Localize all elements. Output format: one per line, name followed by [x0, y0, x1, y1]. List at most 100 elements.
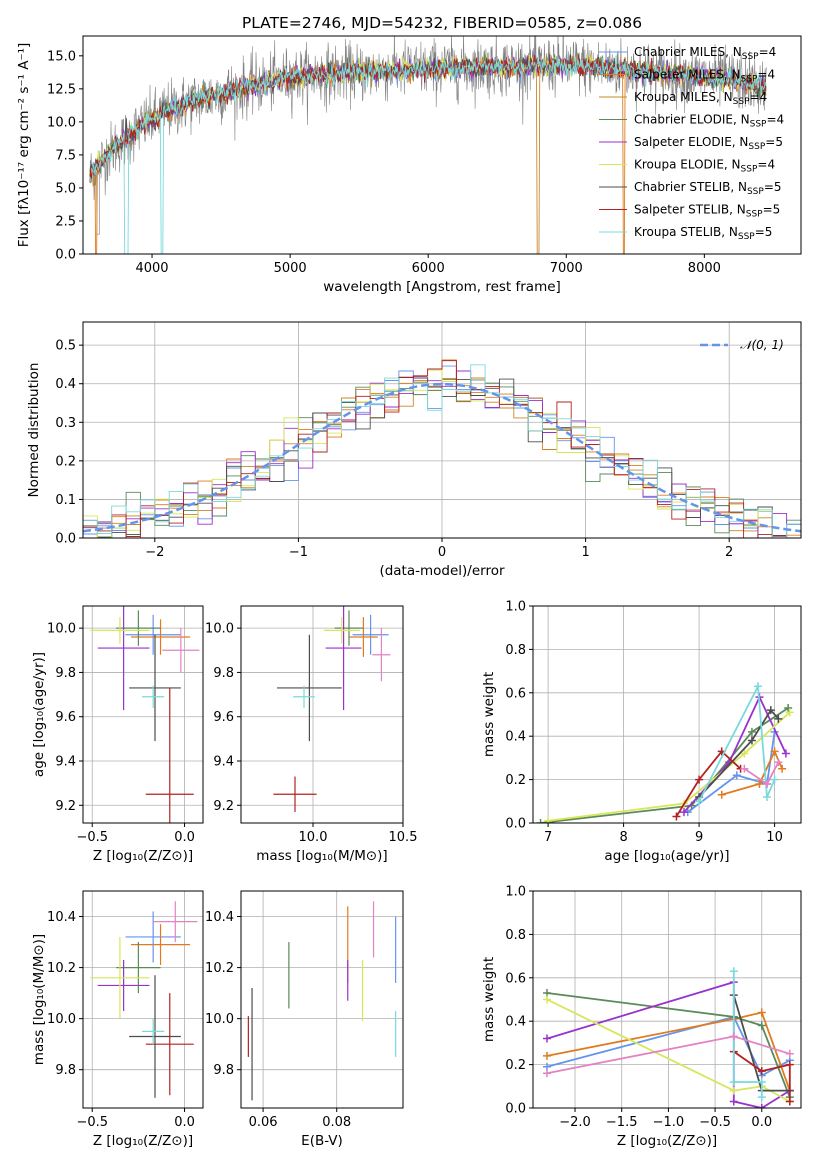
spectrum-panel: 4000 5000 6000 7000 8000 0.0 2.5 5.0 7.5 10.0 12.5… [16, 14, 802, 295]
data-point-marker [729, 1032, 738, 1041]
legend-label: Kroupa STELIB, NSSP=5 [634, 225, 772, 242]
x-tick-label: −1 [289, 545, 308, 560]
y-axis-label: mass [log₁₀(M/M⊙)] [31, 934, 47, 1065]
data-point-marker [774, 714, 783, 723]
x-axis-label: Z [log₁₀(Z/Z⊙)] [93, 1133, 193, 1149]
x-axis-label: age [log₁₀(age/yr)] [604, 848, 729, 864]
legend-label: Kroupa ELODIE, NSSP=4 [634, 158, 775, 175]
x-tick-label: −2.0 [559, 1115, 591, 1130]
data-point-marker [543, 995, 552, 1004]
weight-line [546, 998, 791, 1103]
x-axis-label: mass [log₁₀(M/M⊙)] [256, 848, 387, 864]
x-tick-label: 0.0 [751, 1115, 772, 1130]
data-point-marker [770, 747, 779, 756]
y-tick-label: 0.0 [55, 248, 76, 263]
error-bars [90, 606, 200, 823]
data-point-marker [729, 1086, 738, 1095]
y-tick-label: 10.4 [205, 910, 234, 925]
data-point-marker [543, 1069, 552, 1078]
x-tick-label: 5000 [274, 261, 307, 276]
y-tick-label: 1.0 [505, 600, 526, 615]
x-tick-label: 10.0 [299, 830, 328, 845]
data-point-marker [763, 792, 772, 801]
axes-frame [240, 890, 404, 1109]
data-point-marker [679, 808, 688, 817]
y-tick-label: 0.3 [55, 416, 76, 431]
axes-frame [532, 605, 802, 824]
x-axis-label: wavelength [Angstrom, rest frame] [323, 279, 561, 295]
x-tick-label: 4000 [135, 261, 168, 276]
data-point-marker [785, 708, 794, 717]
x-tick-label: 2 [725, 545, 733, 560]
data-point-marker [747, 727, 756, 736]
x-tick-label: −0.5 [699, 1115, 731, 1130]
y-tick-label: 1.0 [505, 885, 526, 900]
x-tick-label: 7000 [550, 261, 583, 276]
x-tick-label: 7 [544, 830, 552, 845]
y-axis-label: age [log₁₀(age/yr)] [31, 652, 47, 777]
legend: Chabrier MILES, NSSP=4 Salpeter MILES, NS… [599, 45, 784, 242]
x-tick-label: 8000 [688, 261, 721, 276]
chart-title: PLATE=2746, MJD=54232, FIBERID=0585, z=0… [242, 14, 642, 32]
y-tick-label: 0.8 [505, 928, 526, 943]
x-axis-label: (data-model)/error [379, 563, 505, 579]
y-tick-label: 0.5 [55, 339, 76, 354]
x-tick-label: 0.0 [174, 830, 195, 845]
y-tick-label: 0.2 [505, 1058, 526, 1073]
age-weight-panel: 7 8 9 10 0.0 0.2 0.4 0.6 0.8 1.0 age [log₁₀(age/yr… [481, 600, 802, 864]
legend-label: Kroupa MILES, NSSP=4 [634, 90, 767, 107]
y-tick-label: 10.0 [47, 1012, 76, 1027]
x-tick-label: 8 [619, 830, 627, 845]
weight-line [675, 750, 742, 817]
y-tick-label: 9.4 [213, 755, 234, 770]
metallicity-mass-panel: −0.5 0.0 9.8 10.0 10.2 10.4 Z [log₁₀(Z/Z⊙)] mas… [31, 890, 204, 1149]
data-point-marker [717, 790, 726, 799]
data-point-marker [781, 749, 790, 758]
spectrum-lines [89, 36, 767, 254]
x-tick-label: 6000 [412, 261, 445, 276]
legend-label: 𝒩(0, 1) [740, 338, 784, 352]
data-point-marker [778, 764, 787, 773]
data-point-marker [757, 1093, 766, 1102]
y-tick-label: 15.0 [47, 49, 76, 64]
weight-lines [536, 682, 794, 823]
error-bars [247, 901, 397, 1101]
histograms [83, 359, 801, 538]
data-point-marker [757, 1021, 766, 1030]
error-bars [90, 901, 198, 1098]
normal-reference-curve [83, 382, 801, 533]
y-tick-label: 0.4 [55, 377, 76, 392]
x-tick-label: 0.0 [174, 1115, 195, 1130]
mass-age-panel: 10.0 10.5 9.2 9.4 9.6 9.8 10.0 mass [log₁₀(M/M⊙… [205, 605, 417, 864]
x-axis-label: Z [log₁₀(Z/Z⊙)] [617, 1133, 717, 1149]
y-tick-label: 10.0 [47, 622, 76, 637]
y-axis-label: mass weight [481, 672, 497, 757]
y-tick-label: 9.2 [213, 799, 234, 814]
x-tick-label: −0.5 [76, 830, 108, 845]
y-tick-label: 10.4 [47, 910, 76, 925]
x-tick-label: 0.08 [322, 1115, 351, 1130]
y-tick-label: 10.0 [205, 622, 234, 637]
weight-line [546, 1011, 791, 1091]
axes-frame [82, 35, 802, 255]
y-tick-label: 0.1 [55, 493, 76, 508]
x-tick-label: 9 [695, 830, 703, 845]
y-axis-label: Normed distribution [26, 363, 42, 498]
data-point-marker [755, 779, 764, 788]
x-tick-label: −1.0 [653, 1115, 685, 1130]
y-tick-label: 12.5 [47, 82, 76, 97]
extinction-mass-panel: 0.06 0.08 9.8 10.0 10.2 10.4 E(B-V) [205, 890, 404, 1149]
data-point-marker [774, 758, 783, 767]
metallicity-age-panel: −0.5 0.0 9.2 9.4 9.6 9.8 10.0 Z [log₁₀(Z/Z⊙)] ag… [31, 605, 204, 864]
data-point-marker [729, 1097, 738, 1106]
data-point-marker [757, 1008, 766, 1017]
data-point-marker [536, 819, 545, 823]
data-point-marker [732, 771, 741, 780]
data-point-marker [544, 816, 553, 823]
x-tick-label: 10 [766, 830, 783, 845]
weight-line [698, 683, 776, 802]
y-tick-label: 9.8 [55, 666, 76, 681]
y-tick-label: 9.6 [55, 710, 76, 725]
y-tick-label: 9.8 [55, 1063, 76, 1078]
